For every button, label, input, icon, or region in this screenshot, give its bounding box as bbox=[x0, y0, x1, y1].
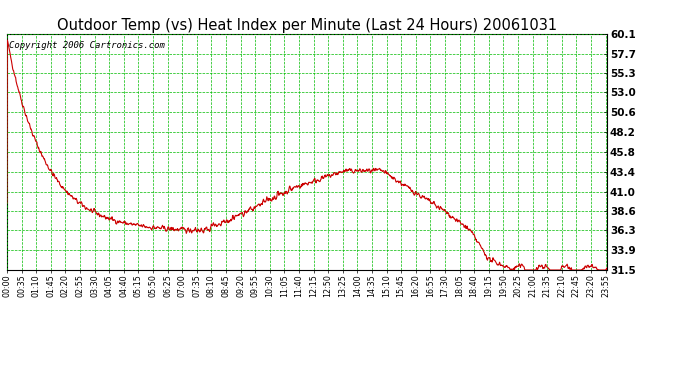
Title: Outdoor Temp (vs) Heat Index per Minute (Last 24 Hours) 20061031: Outdoor Temp (vs) Heat Index per Minute … bbox=[57, 18, 557, 33]
Text: Copyright 2006 Cartronics.com: Copyright 2006 Cartronics.com bbox=[9, 41, 165, 50]
